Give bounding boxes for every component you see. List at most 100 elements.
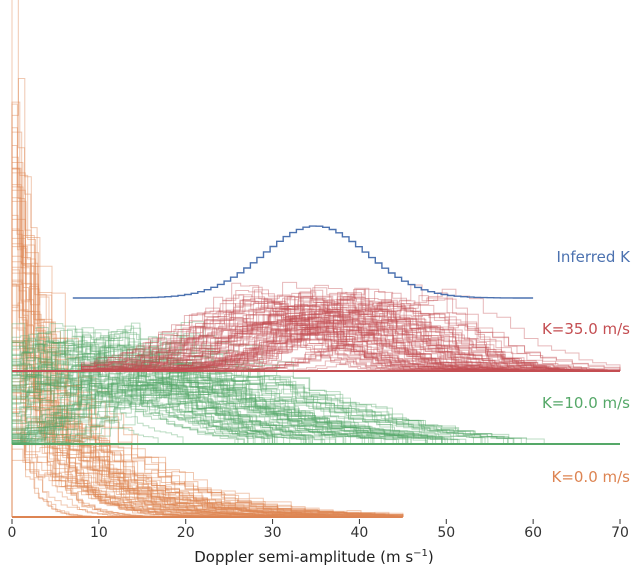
series-k-35-0-m-s-sample <box>206 289 522 371</box>
series-k-35-0-m-s-sample <box>81 303 544 371</box>
series-k-10-0-m-s-sample <box>11 384 336 444</box>
series-k-0-0-m-s-sample <box>11 237 386 517</box>
series-k-35-0-m-s-sample <box>81 302 593 371</box>
series-k-35-0-m-s-sample <box>209 288 621 371</box>
plot-area <box>11 0 621 518</box>
series-k-0-0-m-s-sample <box>11 272 393 517</box>
series-k-0-0-m-s-sample <box>11 459 391 517</box>
series-k-35-0-m-s-sample <box>134 312 551 372</box>
series-k-10-0-m-s-sample <box>11 344 254 444</box>
series-k-35-0-m-s-sample <box>81 291 551 371</box>
series-k-0-0-m-s-sample <box>11 364 404 517</box>
series-k-0-0-m-s-sample <box>11 349 337 517</box>
x-axis-label-text: Doppler semi-amplitude (m s <box>194 548 413 566</box>
series-k-35-0-m-s-sample <box>81 317 487 372</box>
series-k-10-0-m-s-sample <box>11 327 363 444</box>
series-k-0-0-m-s-sample <box>11 392 394 517</box>
series-k-10-0-m-s-sample <box>11 333 248 444</box>
series-k-10-0-m-s-sample <box>11 335 404 444</box>
series-k-10-0-m-s-sample <box>11 343 307 444</box>
series-k-0-0-m-s-sample <box>11 127 168 518</box>
series-k-10-0-m-s-sample <box>11 364 304 444</box>
series-k-35-0-m-s-sample <box>81 313 463 372</box>
series-label-k-35-0-m-s: K=35.0 m/s <box>542 320 630 338</box>
series-k-0-0-m-s-sample <box>11 78 193 517</box>
series-k-10-0-m-s-sample <box>11 333 482 444</box>
series-k-10-0-m-s-sample <box>11 322 269 444</box>
series-k-0-0-m-s-sample <box>11 189 385 517</box>
series-k-35-0-m-s-sample <box>243 319 553 372</box>
series-k-10-0-m-s-sample <box>11 335 434 444</box>
series-k-0-0-m-s-sample <box>11 428 371 517</box>
series-k-35-0-m-s-sample <box>81 318 533 372</box>
series-k-35-0-m-s-sample <box>113 310 437 371</box>
series-k-35-0-m-s-sample <box>81 319 437 372</box>
series-k-35-0-m-s-sample <box>156 311 545 372</box>
series-k-10-0-m-s-sample <box>11 366 370 444</box>
series-k-0-0-m-s-sample <box>11 398 404 517</box>
series-k-35-0-m-s-sample <box>101 326 621 371</box>
series-k-10-0-m-s-sample <box>11 350 345 444</box>
series-k-35-0-m-s-sample <box>154 304 621 371</box>
series-k-10-0-m-s-sample <box>11 327 375 444</box>
series-k-35-0-m-s-sample <box>171 304 603 371</box>
series-k-10-0-m-s-sample <box>11 329 276 444</box>
series-k-10-0-m-s-sample <box>11 328 291 444</box>
series-k-0-0-m-s-sample <box>11 429 343 517</box>
series-k-10-0-m-s-sample <box>11 362 486 444</box>
series-label-k-0-0-m-s: K=0.0 m/s <box>551 468 630 486</box>
series-k-35-0-m-s-sample <box>298 313 581 372</box>
series-k-10-0-m-s-sample <box>11 373 545 444</box>
series-k-35-0-m-s-sample <box>82 299 453 371</box>
series-k-35-0-m-s-sample <box>97 297 426 371</box>
series-inferred-k-histogram <box>72 225 534 299</box>
series-k-0-0-m-s-sample <box>11 310 404 517</box>
series-k-10-0-m-s-sample <box>11 375 407 444</box>
x-tick-label: 40 <box>351 525 369 541</box>
series-k-10-0-m-s-sample <box>11 364 452 444</box>
series-k-35-0-m-s-sample <box>246 292 537 371</box>
series-k-10-0-m-s-sample <box>11 333 263 444</box>
x-tick-label: 10 <box>90 525 108 541</box>
series-k-0-0-m-s-sample <box>11 344 364 517</box>
series-k-35-0-m-s-sample <box>160 328 486 372</box>
series-k-0-0-m-s-sample <box>11 244 332 517</box>
series-k-10-0-m-s-sample <box>11 380 302 444</box>
series-k-0-0-m-s-sample <box>11 448 319 518</box>
series-k-0-0-m-s-sample <box>11 167 265 517</box>
series-k-35-0-m-s-sample <box>236 317 597 372</box>
series-k-0-0-m-s-sample <box>11 342 339 517</box>
series-k-35-0-m-s-sample <box>223 303 514 371</box>
series-labels: K=0.0 m/s K=10.0 m/s K=35.0 m/s Inferred K <box>542 248 631 486</box>
x-axis: 0 10 20 30 40 50 60 70 <box>8 519 629 541</box>
series-k-0-0-m-s-sample <box>11 162 320 517</box>
series-k-35-0-m-s-sample <box>162 320 515 372</box>
series-k-35-0-m-s-sample <box>117 293 536 371</box>
series-k-10-0-m-s-sample <box>11 349 489 444</box>
series-k-0-0-m-s-sample <box>11 172 386 517</box>
series-k-35-0-m-s-sample <box>81 312 550 371</box>
series-k-35-0-m-s-sample <box>108 309 578 371</box>
series-k-10-0-m-s-sample <box>11 335 278 444</box>
series-k-35-0-m-s-sample <box>120 286 405 371</box>
series-k-10-0-m-s-sample <box>11 321 351 445</box>
series-k-35-0-m-s-sample <box>116 322 621 371</box>
series-k-35-0-m-s-sample <box>162 311 449 371</box>
series-k-0-0-m-s-sample <box>11 279 313 517</box>
series-k-35-0-m-s-sample <box>81 306 526 371</box>
series-k-35-0-m-s-sample <box>81 300 545 371</box>
series-k-0-0-m-s-sample <box>11 411 369 517</box>
series-k-0-0-m-s-sample <box>11 352 278 517</box>
series-k-10-0-m-s-sample <box>11 348 454 444</box>
series-k-35-0-m-s-sample <box>181 302 499 371</box>
series-k-10-0-m-s-sample <box>11 358 442 444</box>
series-k-0-0-m-s-sample <box>11 365 319 517</box>
series-k-35-0-m-s-sample <box>156 292 428 371</box>
series-k-10-0-m-s-sample <box>11 345 437 444</box>
series-k-10-0-m-s-sample <box>11 335 331 445</box>
series-k-10-0-m-s-sample <box>11 371 427 444</box>
x-tick-label: 0 <box>8 525 17 541</box>
x-axis-label: Doppler semi-amplitude (m s−1) <box>194 548 434 566</box>
series-k-0-0-m-s-sample <box>11 167 215 517</box>
